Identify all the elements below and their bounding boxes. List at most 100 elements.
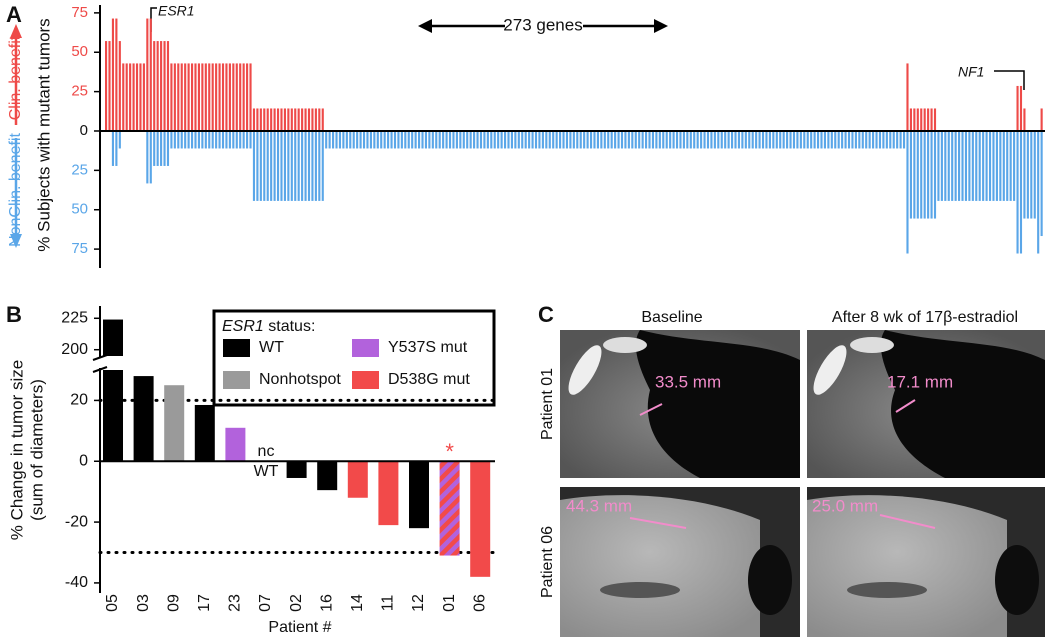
legend-title: ESR1 status: (222, 318, 315, 335)
bar (187, 63, 190, 131)
bar (156, 41, 159, 131)
x-tick-label: 23 (227, 594, 244, 612)
bar (459, 130, 462, 149)
bar (287, 130, 290, 201)
bar (218, 63, 221, 131)
bar (132, 63, 135, 131)
bar (215, 130, 218, 149)
bar (531, 130, 534, 149)
bar (387, 130, 390, 149)
bar (916, 130, 919, 219)
bar (816, 130, 820, 149)
bar (455, 130, 458, 149)
bar (689, 130, 692, 149)
bar (225, 427, 246, 462)
gene-bracket (994, 70, 1025, 90)
bar (314, 130, 317, 201)
bar (882, 130, 885, 149)
bar (507, 130, 510, 149)
bar (906, 130, 909, 254)
y-tick-label: 50 (71, 201, 88, 218)
bar (548, 130, 551, 149)
bar (122, 63, 125, 131)
bar (376, 130, 379, 149)
bar (724, 130, 727, 149)
bar (899, 130, 902, 149)
bar (909, 130, 912, 219)
bar (314, 108, 317, 131)
bar (270, 130, 273, 201)
bar (246, 130, 249, 149)
x-tick-label: 11 (380, 595, 397, 612)
bar (311, 130, 314, 201)
bar (211, 130, 214, 149)
bar (627, 130, 630, 149)
bar (1016, 130, 1019, 254)
bar (751, 130, 754, 149)
bar (290, 130, 293, 201)
y-axis-label: % Subjects with mutant tumors (34, 18, 53, 251)
bar (270, 108, 273, 131)
row-label: Patient 01 (539, 368, 556, 440)
bar (294, 108, 297, 131)
bar (916, 108, 919, 131)
bar (830, 130, 833, 149)
bar (902, 130, 906, 149)
bar (170, 63, 173, 131)
bar (920, 108, 923, 131)
bar (675, 130, 679, 149)
bar (297, 130, 300, 201)
bar (1037, 130, 1040, 254)
bar (356, 130, 359, 149)
bar (854, 130, 857, 149)
legend-label: Nonhotspot (259, 371, 341, 388)
bar (703, 130, 706, 149)
bar (173, 63, 176, 131)
bar (713, 130, 716, 149)
bar (242, 130, 245, 149)
x-tick-label: 06 (471, 594, 488, 612)
bar (166, 41, 170, 131)
x-tick-label: 12 (410, 594, 427, 612)
bar (497, 130, 500, 149)
x-tick-label: 07 (257, 594, 274, 612)
bar (775, 130, 778, 149)
bar (163, 130, 166, 166)
bar (861, 130, 864, 149)
bar (276, 130, 280, 201)
bar (603, 130, 606, 149)
bar (696, 130, 699, 149)
bar (170, 130, 173, 149)
bar (318, 130, 321, 201)
bar (655, 130, 658, 149)
bar (909, 108, 912, 131)
bar (242, 63, 245, 131)
bar (393, 130, 397, 149)
bar (614, 130, 617, 149)
bar (349, 130, 352, 149)
bar (913, 108, 916, 131)
bar (194, 63, 197, 131)
bar (514, 130, 517, 149)
bar (479, 130, 483, 149)
bar (572, 130, 575, 149)
measurement: 33.5 mm (655, 372, 721, 391)
bar (896, 130, 899, 149)
bar (149, 130, 152, 184)
bar (352, 130, 355, 149)
bar (999, 130, 1002, 201)
bar (204, 63, 207, 131)
bar (586, 130, 589, 149)
bar (239, 63, 242, 131)
bar (837, 130, 840, 149)
bar (1030, 130, 1033, 219)
bar (579, 130, 582, 149)
bar (847, 130, 851, 149)
bar (225, 130, 228, 149)
bar (820, 130, 823, 149)
bar (211, 63, 214, 131)
x-tick-label: 16 (318, 594, 335, 612)
bar (256, 108, 259, 131)
bar (792, 130, 796, 149)
bar (332, 130, 335, 149)
